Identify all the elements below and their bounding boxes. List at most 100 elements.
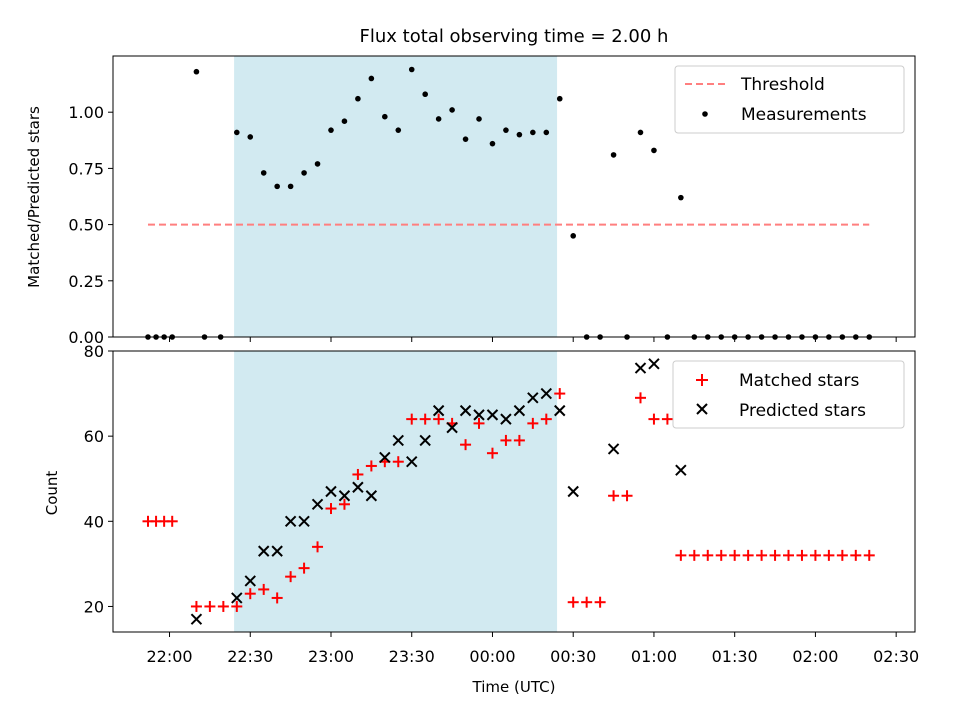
x-tick-label: 00:30 (550, 647, 596, 666)
predicted-star-points (190, 358, 687, 625)
matched-star-marker (850, 549, 862, 561)
predicted-star-marker (607, 443, 620, 455)
predicted-star-marker (527, 392, 539, 404)
predicted-star-marker (338, 490, 351, 502)
measurement-point (503, 127, 509, 133)
ratio-y-ticks: 0.00 0.25 0.50 0.75 1.00 (68, 103, 113, 347)
matched-star-marker (392, 456, 404, 468)
predicted-star-marker (284, 515, 297, 528)
matched-star-marker (796, 549, 808, 561)
matched-star-marker (769, 549, 781, 561)
count-panel-frame (112, 350, 916, 633)
predicted-star-marker (271, 545, 283, 557)
y-tick-label: 0.25 (68, 272, 104, 291)
matched-legend-label: Matched stars (739, 371, 859, 391)
matched-star-marker (244, 588, 256, 600)
x-tick-label: 01:00 (631, 647, 677, 666)
matched-star-marker (527, 417, 539, 429)
threshold-legend-label: Threshold (740, 75, 825, 95)
predicted-star-marker (258, 545, 270, 557)
measurement-point (449, 107, 455, 113)
ratio-x-ticks (169, 337, 897, 342)
x-tick-label: 22:30 (227, 647, 273, 666)
predicted-star-marker (365, 490, 378, 502)
measurement-point (530, 129, 536, 136)
matched-star-marker (809, 549, 821, 561)
matched-star-marker (231, 600, 243, 612)
predicted-star-marker (311, 498, 324, 510)
y-tick-label: 0.50 (68, 216, 104, 235)
predicted-star-marker (432, 404, 445, 417)
predicted-star-marker (459, 404, 472, 417)
matched-star-marker (702, 549, 714, 561)
matched-star-marker (271, 592, 283, 604)
matched-star-marker (756, 549, 768, 561)
matched-star-marker (608, 490, 620, 502)
matched-star-marker (675, 549, 687, 561)
matched-star-marker (338, 498, 350, 510)
matched-star-marker (742, 549, 754, 561)
matched-star-marker (217, 600, 229, 612)
predicted-star-marker (190, 613, 203, 625)
y-tick-label: 80 (84, 342, 104, 361)
matched-star-marker (863, 549, 875, 561)
x-axis-label: Time (UTC) (472, 678, 556, 696)
measurement-point (570, 233, 577, 239)
predicted-star-marker (244, 575, 256, 587)
y-tick-label: 0.00 (68, 328, 104, 347)
x-tick-label: 02:30 (873, 647, 919, 666)
matched-star-marker (258, 583, 270, 595)
ratio-panel: Flux total observing time = 2.00 h 0.00 0… (25, 26, 916, 347)
predicted-star-marker (352, 481, 364, 493)
measurement-point (462, 136, 469, 142)
measurement-point (422, 91, 428, 98)
measurement-point (301, 170, 307, 176)
measurement-point (610, 152, 617, 158)
matched-star-marker (554, 388, 566, 400)
predicted-star-marker (379, 451, 391, 464)
matched-star-marker (783, 549, 795, 561)
matched-star-marker (312, 541, 324, 553)
x-tick-label: 23:00 (308, 647, 354, 666)
ratio-y-axis-label: Matched/Predicted stars (25, 106, 43, 288)
matched-star-marker (166, 515, 178, 527)
y-tick-label: 1.00 (68, 103, 104, 122)
predicted-star-marker (486, 409, 499, 421)
count-legend: Matched stars Predicted stars (672, 360, 905, 429)
matched-star-marker (325, 503, 337, 515)
matched-legend-swatch (696, 374, 708, 386)
predicted-star-marker (325, 485, 337, 498)
measurement-point (274, 183, 280, 190)
predicted-star-marker (554, 404, 566, 417)
predicted-star-marker (446, 421, 458, 434)
chart-title: Flux total observing time = 2.00 h (360, 26, 669, 47)
matched-star-marker (190, 600, 202, 612)
matched-star-marker (500, 434, 512, 446)
measurement-point (408, 66, 415, 73)
predicted-star-marker (298, 515, 310, 528)
measurement-point (556, 95, 563, 102)
measurement-point (382, 113, 388, 120)
y-tick-label: 40 (84, 512, 104, 531)
matched-star-marker (460, 439, 472, 451)
measurement-point (260, 170, 267, 176)
matched-star-marker (729, 549, 741, 561)
measurement-point (637, 129, 644, 136)
x-tick-label: 23:30 (389, 647, 435, 666)
matched-star-marker (715, 549, 727, 561)
observing-window-span (234, 351, 558, 632)
measurement-point (287, 183, 294, 190)
count-x-ticks: 22:00 22:30 23:00 23:30 00:00 00:30 01:00 01:30… (146, 632, 919, 666)
measurement-point (247, 134, 254, 140)
x-tick-label: 22:00 (146, 647, 192, 666)
predicted-star-marker (513, 404, 526, 417)
matched-star-marker (365, 460, 377, 472)
observing-window-span (234, 56, 558, 337)
predicted-star-marker (392, 434, 404, 447)
measurement-point (476, 116, 482, 122)
count-y-ticks: 20 40 60 80 (84, 342, 113, 616)
measurement-point (193, 68, 200, 75)
predicted-star-marker (540, 387, 553, 400)
matched-star-marker (621, 490, 633, 502)
measurement-point (435, 116, 442, 122)
